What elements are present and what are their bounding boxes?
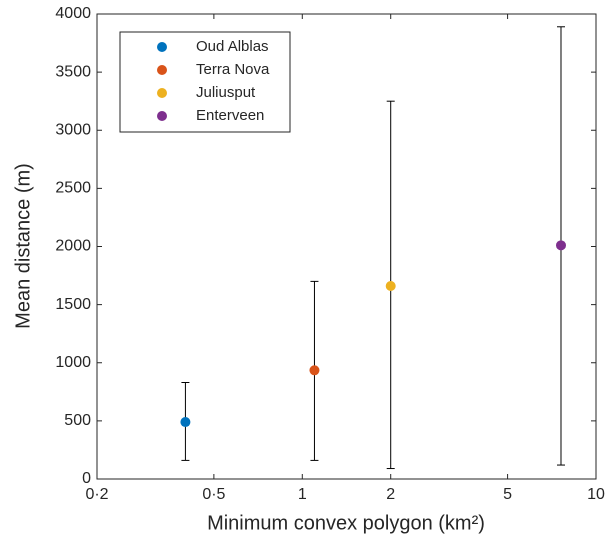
x-tick-label: 1 xyxy=(298,486,307,503)
legend-box xyxy=(119,31,291,133)
legend-label: Oud Alblas xyxy=(196,38,269,55)
legend-marker xyxy=(157,65,167,75)
point xyxy=(309,365,320,376)
x-tick-label: 0·5 xyxy=(202,486,225,503)
y-tick-label: 4000 xyxy=(55,5,91,22)
legend-marker xyxy=(157,111,167,121)
legend-marker xyxy=(157,42,167,52)
x-tick-label: 5 xyxy=(503,486,512,503)
point xyxy=(555,240,566,251)
legend-marker xyxy=(157,88,167,98)
y-tick-label: 3000 xyxy=(55,121,91,138)
y-axis-title: Mean distance (m) xyxy=(12,163,34,329)
point xyxy=(180,417,191,428)
x-tick-label: 2 xyxy=(386,486,395,503)
y-tick-label: 3500 xyxy=(55,63,91,80)
x-tick-label: 0·2 xyxy=(85,486,108,503)
legend-label: Enterveen xyxy=(196,107,264,124)
x-tick-label: 10 xyxy=(587,486,605,503)
legend-label: Terra Nova xyxy=(196,61,270,78)
y-tick-label: 2500 xyxy=(55,180,91,197)
point xyxy=(385,281,396,292)
y-tick-label: 1500 xyxy=(55,296,91,313)
y-tick-label: 500 xyxy=(64,412,91,429)
x-axis-title: Minimum convex polygon (km²) xyxy=(207,512,485,534)
y-tick-label: 1000 xyxy=(55,354,91,371)
legend-label: Juliusput xyxy=(196,84,256,101)
y-tick-label: 2000 xyxy=(55,238,91,255)
y-tick-label: 0 xyxy=(82,470,91,487)
